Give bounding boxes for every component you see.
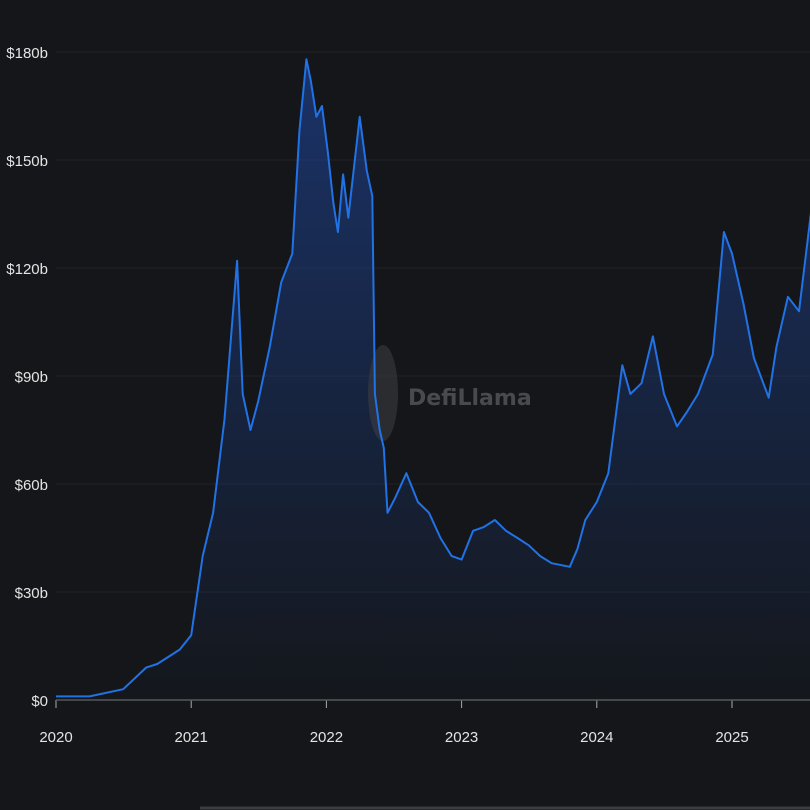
y-tick-label: $180b [6, 45, 48, 62]
tvl-area [56, 59, 810, 700]
x-tick-label: 2023 [445, 729, 478, 746]
y-tick-label: $90b [15, 369, 48, 386]
y-tick-label: $60b [15, 477, 48, 494]
watermark-text: DefiLlama [408, 386, 532, 411]
x-tick-label: 2021 [175, 729, 208, 746]
x-tick-label: 2025 [715, 729, 748, 746]
x-tick-label: 2024 [580, 729, 613, 746]
tvl-line [56, 58, 810, 698]
x-axis: 2020 2021 2022 2023 2024 2025 [39, 700, 749, 746]
watermark: DefiLlama [368, 345, 532, 441]
llama-logo-icon [368, 345, 398, 441]
y-tick-label: $150b [6, 153, 48, 170]
y-tick-label: $30b [15, 585, 48, 602]
x-tick-label: 2020 [39, 729, 72, 746]
y-tick-label: $0 [31, 693, 48, 710]
x-tick-label: 2022 [310, 729, 343, 746]
y-tick-label: $120b [6, 261, 48, 278]
y-axis: $0 $30b $60b $90b $120b $150b $180b [6, 45, 48, 710]
